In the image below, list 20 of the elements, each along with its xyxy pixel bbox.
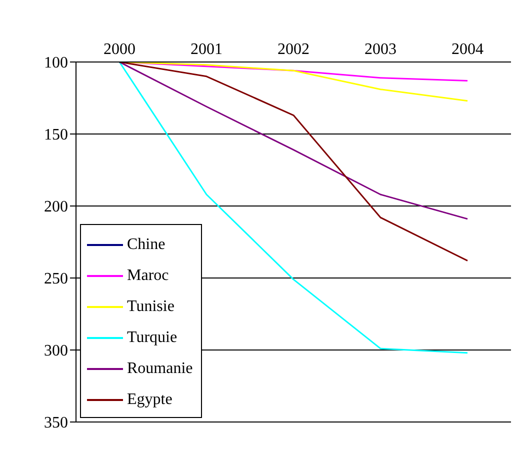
line-series [118, 62, 468, 354]
y-tick-label: 300 [44, 342, 68, 360]
legend-label: Turquie [127, 328, 178, 346]
y-tick-label: 250 [44, 270, 68, 288]
y-tick-label: 150 [44, 126, 68, 144]
y-tick-label: 350 [44, 414, 68, 432]
x-tick-label: 2003 [364, 41, 396, 58]
x-tick-label: 2002 [278, 41, 310, 58]
x-tick-label: 2004 [452, 41, 484, 58]
legend-label: Egypte [127, 390, 172, 408]
line-series [118, 62, 468, 220]
legend-label: Maroc [127, 266, 169, 284]
legend-label: Tunisie [127, 298, 174, 316]
line-series [118, 62, 468, 262]
y-tick-label: 100 [44, 54, 68, 72]
x-tick-label: 2001 [190, 41, 222, 58]
legend-label: Roumanie [127, 360, 193, 378]
x-tick-label: 2000 [104, 41, 136, 58]
legend-label: Chine [127, 236, 166, 254]
y-tick-label: 200 [44, 198, 68, 216]
